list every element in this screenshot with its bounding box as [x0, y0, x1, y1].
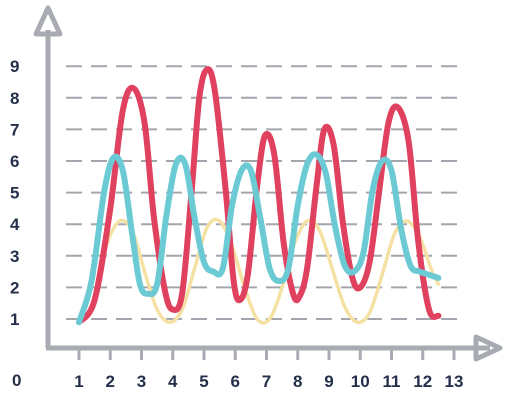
x-tick-label-3: 3	[137, 372, 146, 391]
x-axis-arrow-icon	[473, 334, 503, 362]
x-tick-label-8: 8	[293, 372, 302, 391]
x-tick-label-13: 13	[445, 372, 464, 391]
x-tick-label-10: 10	[351, 372, 370, 391]
x-tick-label-9: 9	[324, 372, 333, 391]
x-tick-label-2: 2	[106, 372, 115, 391]
axes	[33, 5, 503, 362]
x-tick-label-12: 12	[413, 372, 432, 391]
y-tick-label-1: 1	[10, 310, 19, 329]
x-tick-label-11: 11	[383, 372, 401, 391]
x-tick-marks	[77, 350, 456, 360]
origin-label: 0	[12, 371, 21, 390]
y-tick-label-2: 2	[10, 278, 19, 297]
x-tick-label-4: 4	[168, 372, 178, 391]
x-tick-label-5: 5	[199, 372, 208, 391]
series-line-2	[76, 151, 442, 326]
x-tick-label-6: 6	[231, 372, 240, 391]
y-tick-label-9: 9	[10, 57, 19, 76]
y-tick-label-6: 6	[10, 152, 19, 171]
y-tick-label-3: 3	[10, 247, 19, 266]
y-tick-label-7: 7	[10, 120, 19, 139]
y-axis-arrow-icon	[33, 5, 63, 37]
series-line-3	[96, 217, 441, 325]
y-tick-label-5: 5	[10, 184, 19, 203]
y-tick-label-8: 8	[10, 89, 19, 108]
series-layer	[76, 66, 442, 326]
x-tick-label-1: 1	[74, 372, 83, 391]
y-tick-label-4: 4	[10, 215, 20, 234]
series-line-1	[76, 66, 442, 326]
x-tick-label-7: 7	[262, 372, 271, 391]
